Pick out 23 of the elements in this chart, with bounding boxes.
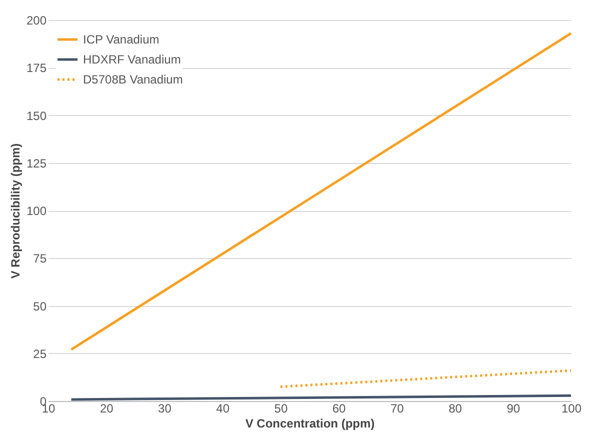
- x-tick-label: 30: [158, 402, 172, 416]
- y-tick-label: 150: [26, 108, 47, 123]
- x-tick-label: 100: [561, 402, 582, 416]
- legend-label: D5708B Vanadium: [83, 72, 183, 86]
- y-tick-label: 25: [33, 346, 47, 361]
- x-tick-label: 20: [100, 402, 114, 416]
- x-tick-label: 80: [448, 402, 462, 416]
- x-tick-label: 70: [390, 402, 404, 416]
- x-tick-label: 60: [332, 402, 346, 416]
- y-tick-label: 0: [40, 394, 47, 408]
- legend-label: HDXRF Vanadium: [83, 52, 181, 66]
- y-tick-label: 75: [33, 252, 47, 266]
- y-axis-title: V Reproducibility (ppm): [8, 143, 22, 279]
- y-tick-label: 175: [26, 61, 47, 76]
- y-tick-label: 50: [33, 299, 47, 314]
- x-axis-title: V Concentration (ppm): [245, 416, 375, 430]
- y-tick-label: 200: [26, 14, 47, 28]
- y-tick-label: 100: [26, 204, 47, 218]
- x-tick-label: 90: [506, 402, 520, 416]
- legend-label: ICP Vanadium: [83, 32, 160, 46]
- x-tick-label: 40: [216, 402, 230, 416]
- y-tick-label: 125: [26, 156, 47, 170]
- x-tick-label: 50: [274, 402, 288, 416]
